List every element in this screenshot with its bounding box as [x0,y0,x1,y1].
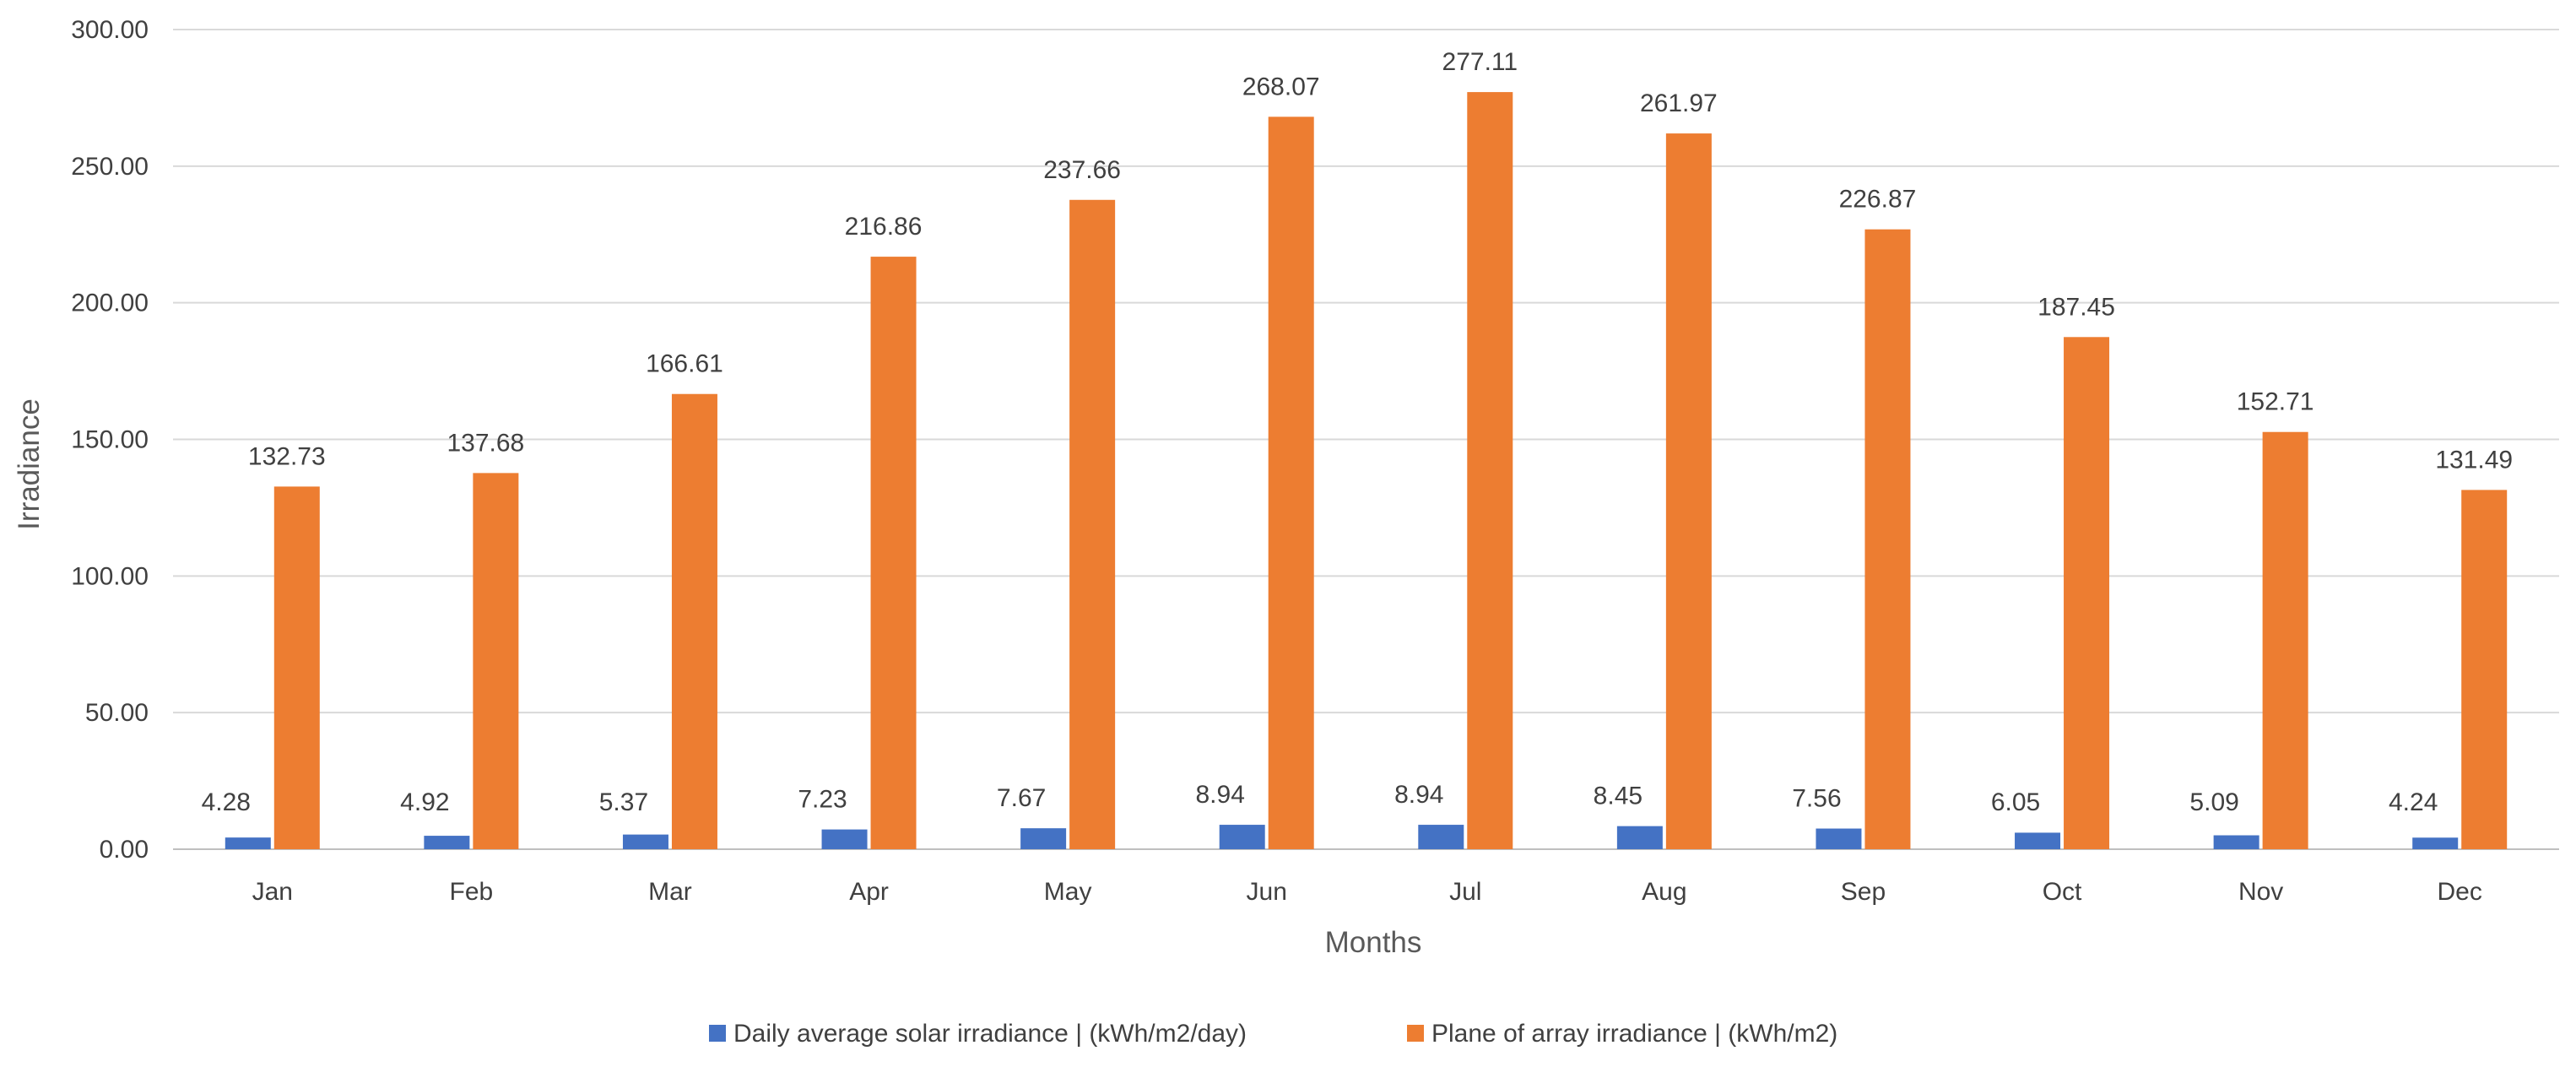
x-tick-label: Apr [849,878,889,906]
data-labels: 4.28 132.73 4.92 137.68 5.37 166.61 7.23 216.86… [202,48,2513,816]
bar-daily-avg[interactable] [2015,832,2061,849]
data-label-plane-of-array: 166.61 [646,350,723,378]
bar-plane-of-array[interactable] [1665,133,1712,849]
legend: Daily average solar irradiance | (kWh/m2… [709,1020,1837,1048]
bar-plane-of-array[interactable] [2262,431,2308,849]
bar-daily-avg[interactable] [424,836,470,849]
bar-plane-of-array[interactable] [2461,490,2508,849]
bar-plane-of-array[interactable] [1268,116,1314,849]
legend-label-plane-of-array: Plane of array irradiance | (kWh/m2) [1431,1020,1837,1048]
data-label-daily-avg: 8.45 [1594,783,1642,810]
data-label-plane-of-array: 226.87 [1839,186,1917,214]
x-tick-label: Jun [1247,878,1287,906]
bar-plane-of-array[interactable] [273,486,320,849]
data-label-daily-avg: 8.94 [1394,781,1443,809]
y-tick-label: 50.00 [85,699,149,727]
bar-daily-avg[interactable] [1418,825,1464,849]
data-label-plane-of-array: 187.45 [2038,293,2115,321]
data-label-daily-avg: 7.67 [997,784,1046,812]
bar-plane-of-array[interactable] [1864,229,1911,850]
bar-plane-of-array[interactable] [1467,92,1513,850]
legend-label-daily: Daily average solar irradiance | (kWh/m2… [733,1020,1247,1048]
x-tick-label: Sep [1841,878,1886,906]
x-tick-label: Feb [450,878,494,906]
x-axis-ticks: Jan Feb Mar Apr May Jun Jul Aug Sep Oct Nov Dec [252,878,2482,906]
y-tick-label: 200.00 [71,290,149,317]
bar-plane-of-array[interactable] [1069,199,1116,849]
legend-item-plane-of-array[interactable]: Plane of array irradiance | (kWh/m2) [1407,1020,1837,1048]
data-label-plane-of-array: 152.71 [2237,388,2314,416]
y-tick-label: 0.00 [100,836,149,864]
data-label-plane-of-array: 268.07 [1242,73,1320,100]
data-label-daily-avg: 7.56 [1792,785,1841,813]
x-axis-title: Months [1325,926,1422,959]
data-label-plane-of-array: 237.66 [1043,156,1121,184]
y-axis-title: Irradiance [13,398,46,530]
bar-daily-avg[interactable] [1219,825,1265,849]
x-tick-label: May [1044,878,1092,906]
y-tick-label: 300.00 [71,16,149,44]
data-label-daily-avg: 5.09 [2189,788,2238,816]
data-label-daily-avg: 6.05 [1991,788,2040,816]
data-label-plane-of-array: 137.68 [446,429,524,457]
bar-plane-of-array[interactable] [870,257,917,850]
data-label-plane-of-array: 261.97 [1640,89,1718,117]
data-label-plane-of-array: 277.11 [1442,48,1518,76]
x-tick-label: Mar [648,878,692,906]
x-tick-label: Nov [2238,878,2283,906]
bars [225,92,2508,850]
y-axis-ticks: 0.00 50.00 100.00 150.00 200.00 250.00 300.00 [71,16,149,864]
bar-daily-avg[interactable] [2213,835,2259,849]
x-tick-label: Jul [1449,878,1481,906]
legend-swatch-plane-of-array [1407,1025,1424,1042]
data-label-daily-avg: 4.28 [202,788,251,816]
y-tick-label: 100.00 [71,562,149,590]
bar-daily-avg[interactable] [225,837,271,849]
bar-plane-of-array[interactable] [2064,337,2110,849]
y-tick-label: 250.00 [71,153,149,181]
data-label-plane-of-array: 132.73 [248,442,326,470]
data-label-daily-avg: 4.92 [400,788,449,816]
x-tick-label: Aug [1642,878,1686,906]
bar-plane-of-array[interactable] [473,473,519,849]
y-tick-label: 150.00 [71,426,149,454]
x-tick-label: Dec [2438,878,2482,906]
bar-daily-avg[interactable] [1020,828,1067,849]
data-label-daily-avg: 8.94 [1196,781,1245,809]
data-label-plane-of-array: 216.86 [845,213,923,241]
bar-daily-avg[interactable] [1816,828,1862,849]
data-label-plane-of-array: 131.49 [2435,446,2513,474]
x-tick-label: Oct [2043,878,2082,906]
legend-swatch-daily [709,1025,726,1042]
bar-daily-avg[interactable] [2412,837,2459,849]
bar-daily-avg[interactable] [1616,826,1663,849]
gridlines [173,29,2559,850]
bar-plane-of-array[interactable] [671,393,717,849]
data-label-daily-avg: 5.37 [599,788,648,816]
data-label-daily-avg: 7.23 [798,786,847,814]
bar-daily-avg[interactable] [622,834,668,849]
bar-daily-avg[interactable] [821,829,868,849]
data-label-daily-avg: 4.24 [2389,788,2438,816]
legend-item-daily[interactable]: Daily average solar irradiance | (kWh/m2… [709,1020,1247,1048]
x-tick-label: Jan [252,878,293,906]
